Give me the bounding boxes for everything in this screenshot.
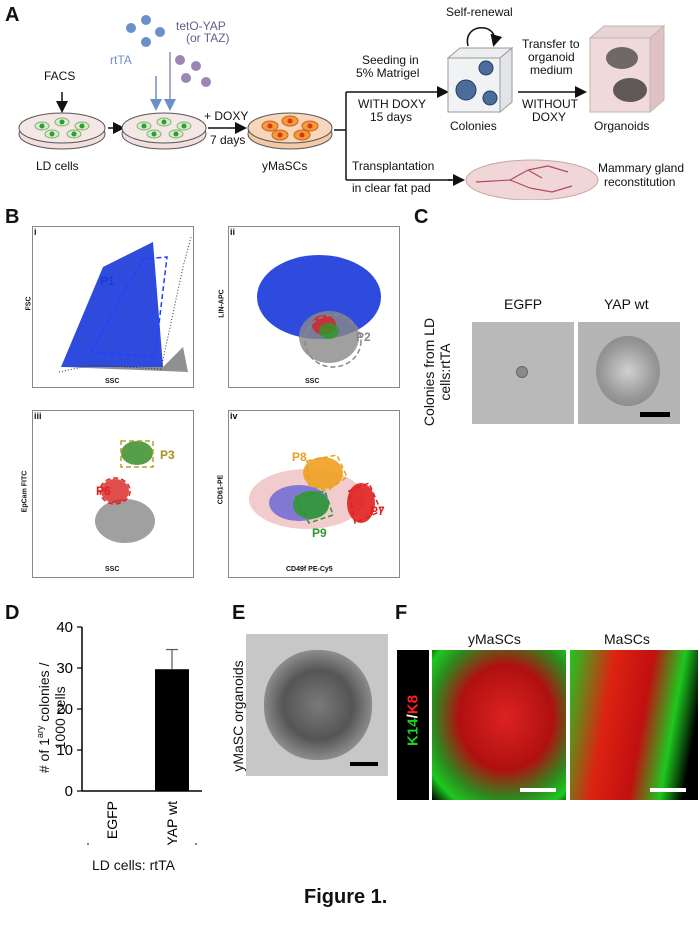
chart-d-category-label: EGFP: [104, 801, 120, 839]
facs-plot-i: [32, 226, 194, 388]
micrograph-yap-colony: [578, 322, 680, 424]
without-label-1: WITHOUT: [522, 97, 578, 111]
panel-letter-b: B: [5, 206, 20, 228]
gate-p9: P9: [312, 526, 327, 540]
seven-days-label: 7 days: [210, 133, 246, 147]
seeding-label-2: 5% Matrigel: [356, 66, 420, 80]
panel-letter-d: D: [5, 602, 20, 624]
colonies-label: Colonies: [450, 119, 497, 133]
panel-e-ylabel: yMaSC organoids: [230, 660, 246, 772]
plot-ii-xlabel: SSC: [305, 378, 320, 385]
panel-c-col-yap: YAP wt: [604, 296, 649, 312]
chart-d-ytick-label: 10: [56, 742, 73, 759]
panel-c-ylabel-2: cells:rtTA: [437, 343, 453, 401]
plot-iv-xlabel: CD49f PE-Cy5: [286, 566, 333, 573]
self-renewal-label: Self-renewal: [446, 5, 513, 19]
chart-d-category-label: YAP wt: [164, 801, 180, 845]
panel-f-col-mascs: MaSCs: [604, 631, 650, 647]
dish-ld-cells: [18, 112, 106, 150]
plot-iii-xlabel: SSC: [105, 566, 120, 573]
doxy-label: + DOXY: [204, 109, 249, 123]
micrograph-ymasc-organoid: [246, 634, 388, 776]
if-image-ymascs: [432, 650, 566, 800]
plot-ii-ylabel: LIN-APC: [218, 289, 226, 318]
gate-p7: P7: [370, 504, 385, 518]
gate-p6: P6: [96, 484, 111, 498]
slash-label: /: [404, 714, 422, 719]
fifteen-days-label: 15 days: [370, 110, 413, 124]
scale-bar-f1: [520, 788, 556, 792]
scale-bar-f2: [650, 788, 686, 792]
rtta-virus-icons: [126, 15, 165, 47]
transfer-label-2: organoid: [528, 50, 575, 64]
matrigel-cube: [446, 46, 514, 114]
gate-p8: P8: [292, 450, 307, 464]
chart-d: 0 10 20 30 40 EGFP YAP wt: [56, 619, 202, 845]
panel-f-col-ymascs: yMaSCs: [468, 631, 521, 647]
transplant-label-2: in clear fat pad: [352, 181, 431, 195]
sub-iv: iv: [230, 411, 238, 421]
ymascs-label: yMaSCs: [262, 159, 308, 173]
facs-label: FACS: [44, 69, 76, 83]
k8-label: K8: [404, 695, 422, 715]
plot-iv-ylabel: CD61-PE: [217, 474, 225, 505]
panel-f-marker-strip: K14/K8: [397, 650, 429, 800]
facs-plot-iii: [32, 410, 194, 578]
chart-d-ytick-label: 0: [65, 783, 73, 800]
rtta-label: rtTA: [110, 53, 132, 67]
facs-plot-ii: [228, 226, 400, 388]
scale-bar-c: [640, 412, 670, 417]
facs-plot-ii-dots: [257, 255, 381, 368]
panel-letter-c: C: [414, 206, 429, 228]
micrograph-egfp-colony: [472, 322, 574, 424]
organoid-cube: [588, 24, 666, 114]
panel-letter-f: F: [395, 602, 408, 624]
plot-i-ylabel: FSC: [25, 296, 33, 311]
or-taz-label: (or TAZ): [186, 31, 230, 45]
panel-a-schematic: [18, 15, 666, 200]
mammary-gland-icon: [465, 159, 599, 200]
panel-letter-a: A: [5, 4, 20, 26]
mammary-label-2: reconstitution: [604, 175, 676, 189]
ld-cells-label: LD cells: [36, 159, 79, 173]
sub-iii: iii: [34, 411, 42, 421]
chart-d-bar: [155, 669, 189, 791]
figure-caption: Figure 1.: [304, 886, 388, 908]
chart-d-ytick-label: 30: [56, 660, 73, 677]
with-doxy-label: WITH DOXY: [358, 97, 426, 111]
dish-transduced: [121, 112, 207, 150]
mammary-label-1: Mammary gland: [598, 161, 685, 175]
chart-d-ytick-label: 20: [56, 701, 73, 718]
gate-p3: P3: [160, 448, 175, 462]
facs-plot-iii-dots: [95, 440, 155, 543]
transplant-label-1: Transplantation: [352, 159, 435, 173]
transfer-label-1: Transfer to: [522, 37, 580, 51]
chart-d-group-label: LD cells: rtTA: [92, 857, 175, 873]
k14-label: K14: [404, 718, 422, 746]
if-image-mascs: [570, 650, 698, 800]
panel-c-ylabel: Colonies from LD cells:rtTA: [421, 287, 453, 457]
chart-d-ytick-label: 40: [56, 619, 73, 636]
facs-plot-iv: [228, 410, 400, 578]
scale-bar-e: [350, 762, 378, 766]
panel-c-ylabel-1: Colonies from LD: [421, 317, 437, 427]
teto-yap-label: tetO-YAP: [176, 19, 226, 33]
transfer-label-3: medium: [530, 63, 573, 77]
dish-ymascs: [247, 112, 333, 150]
seeding-label-1: Seeding in: [362, 53, 419, 67]
facs-plot-i-dots: [58, 236, 192, 373]
facs-plot-iv-dots: [249, 454, 382, 529]
organoids-label: Organoids: [594, 119, 650, 133]
teto-virus-icons: [175, 55, 211, 87]
gate-p2: P2: [356, 330, 371, 344]
sub-ii: ii: [230, 227, 236, 237]
panel-f-marker-label: K14/K8: [405, 661, 422, 781]
panel-letter-e: E: [232, 602, 246, 624]
sub-i: i: [34, 227, 37, 237]
panel-c-col-egfp: EGFP: [504, 296, 543, 312]
plot-i-xlabel: SSC: [105, 378, 120, 385]
without-label-2: DOXY: [532, 110, 567, 124]
gate-p1: P1: [100, 274, 115, 288]
plot-iii-ylabel: EpCam FITC: [21, 470, 29, 513]
